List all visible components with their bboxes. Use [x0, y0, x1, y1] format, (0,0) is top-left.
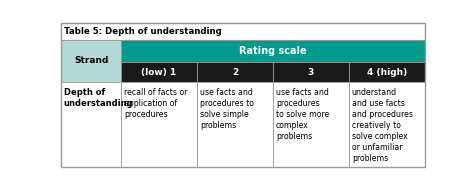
Text: recall of facts or
application of
procedures: recall of facts or application of proced…	[124, 88, 187, 119]
Bar	[197, 82, 273, 167]
Bar	[121, 82, 197, 167]
Text: 3: 3	[308, 67, 314, 77]
Text: use facts and
procedures
to solve more
complex
problems: use facts and procedures to solve more c…	[276, 88, 329, 141]
Text: Rating scale: Rating scale	[239, 46, 307, 56]
Text: Depth of
understanding: Depth of understanding	[64, 88, 133, 108]
Bar	[273, 62, 349, 82]
Text: use facts and
procedures to
solve simple
problems: use facts and procedures to solve simple…	[200, 88, 254, 130]
Bar	[61, 40, 121, 82]
Bar	[61, 23, 425, 40]
Text: Table 5: Depth of understanding: Table 5: Depth of understanding	[64, 27, 222, 36]
Text: Strand: Strand	[74, 56, 108, 65]
Bar	[349, 82, 425, 167]
Text: 2: 2	[232, 67, 238, 77]
Bar	[121, 40, 425, 62]
Bar	[273, 82, 349, 167]
Text: (low) 1: (low) 1	[141, 67, 177, 77]
Text: understand
and use facts
and procedures
creatively to
solve complex
or unfamilia: understand and use facts and procedures …	[352, 88, 413, 163]
Bar	[197, 62, 273, 82]
Text: 4 (high): 4 (high)	[367, 67, 407, 77]
Bar	[61, 82, 121, 167]
Bar	[349, 62, 425, 82]
Bar	[121, 62, 197, 82]
